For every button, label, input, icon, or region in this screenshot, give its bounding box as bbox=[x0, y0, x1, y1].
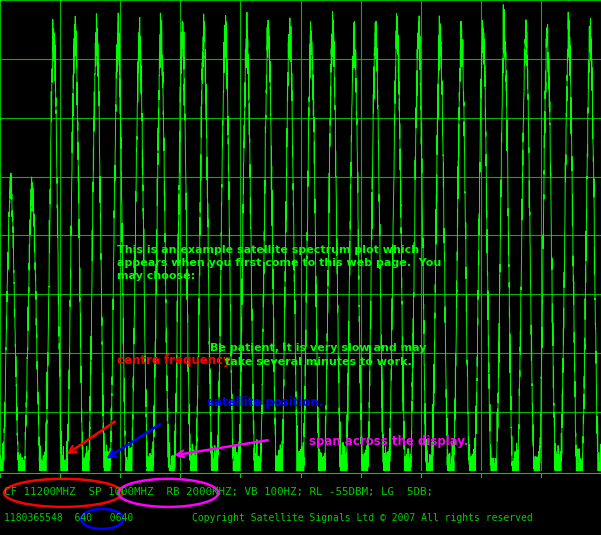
Text: centre frequency.: centre frequency. bbox=[117, 354, 234, 368]
Text: CF 11200MHZ  SP 1000MHZ  RB 2000KHZ; VB 100HZ; RL -55DBM; LG  5DB;: CF 11200MHZ SP 1000MHZ RB 2000KHZ; VB 10… bbox=[4, 487, 433, 497]
Text: This is an example satellite spectrum plot which
appears when you first come to : This is an example satellite spectrum pl… bbox=[117, 244, 441, 281]
Text: span across the display.: span across the display. bbox=[309, 435, 468, 448]
Text: Be patient, it is very slow and may
take several minutes to work.: Be patient, it is very slow and may take… bbox=[210, 343, 426, 366]
Text: satellite position.: satellite position. bbox=[207, 396, 323, 409]
Text: 1180365548  640   0640          Copyright Satellite Signals Ltd © 2007 All right: 1180365548 640 0640 Copyright Satellite … bbox=[4, 513, 532, 523]
